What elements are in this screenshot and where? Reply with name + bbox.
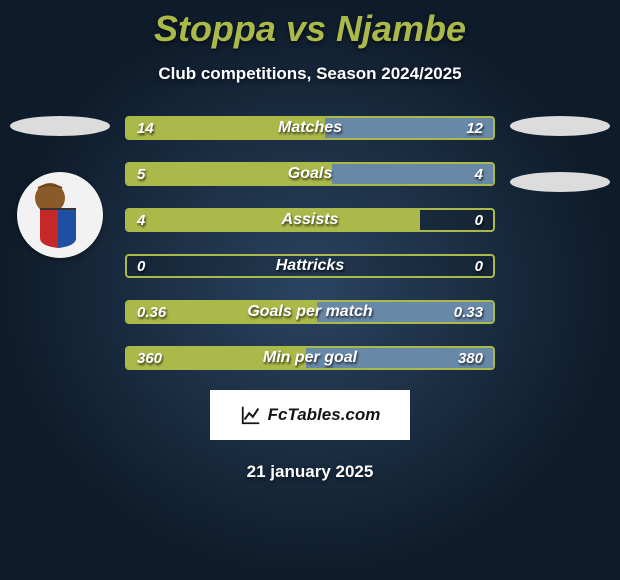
page-title: Stoppa vs Njambe — [0, 0, 620, 50]
stat-value-right: 0.33 — [454, 302, 483, 322]
right-side-column — [510, 116, 610, 192]
stat-value-right: 12 — [466, 118, 483, 138]
stat-value-right: 0 — [475, 256, 483, 276]
content-area: 14Matches125Goals44Assists00Hattricks00.… — [0, 116, 620, 482]
stat-label: Hattricks — [127, 256, 493, 276]
player2-photo-placeholder — [510, 116, 610, 136]
stat-value-right: 0 — [475, 210, 483, 230]
player1-photo-placeholder — [10, 116, 110, 136]
brand-badge[interactable]: FcTables.com — [210, 390, 410, 440]
stat-row: 360Min per goal380 — [125, 346, 495, 370]
chart-icon — [240, 404, 262, 426]
title-player2: Njambe — [336, 8, 466, 49]
stat-value-right: 4 — [475, 164, 483, 184]
brand-text: FcTables.com — [268, 405, 381, 425]
stat-row: 14Matches12 — [125, 116, 495, 140]
stat-label: Goals — [127, 164, 493, 184]
comparison-card: Stoppa vs Njambe Club competitions, Seas… — [0, 0, 620, 580]
stat-label: Min per goal — [127, 348, 493, 368]
stat-row: 0Hattricks0 — [125, 254, 495, 278]
stat-label: Assists — [127, 210, 493, 230]
stat-value-right: 380 — [458, 348, 483, 368]
subtitle: Club competitions, Season 2024/2025 — [0, 64, 620, 84]
stat-label: Goals per match — [127, 302, 493, 322]
player2-club-placeholder — [510, 172, 610, 192]
stat-label: Matches — [127, 118, 493, 138]
stats-bars: 14Matches125Goals44Assists00Hattricks00.… — [125, 116, 495, 370]
title-vs: vs — [286, 8, 326, 49]
title-player1: Stoppa — [154, 8, 276, 49]
stat-row: 0.36Goals per match0.33 — [125, 300, 495, 324]
stat-row: 5Goals4 — [125, 162, 495, 186]
crest-icon — [30, 180, 90, 250]
player1-club-crest — [17, 172, 103, 258]
date-text: 21 january 2025 — [0, 462, 620, 482]
stat-row: 4Assists0 — [125, 208, 495, 232]
left-side-column — [10, 116, 110, 258]
